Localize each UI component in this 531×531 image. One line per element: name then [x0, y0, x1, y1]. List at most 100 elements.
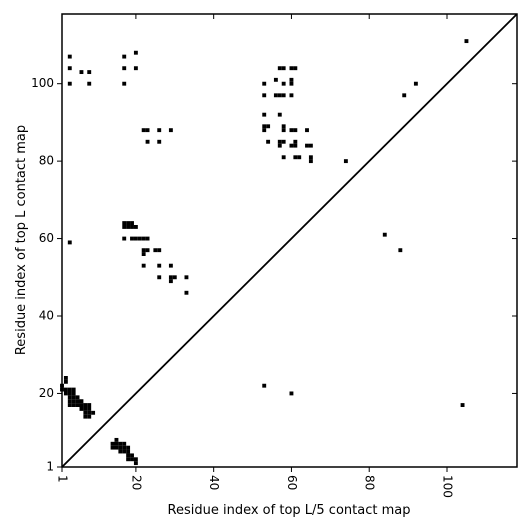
contact-point — [398, 248, 403, 253]
contact-point — [277, 93, 282, 98]
contact-point — [63, 376, 68, 380]
x-tick-label: 20 — [129, 475, 143, 490]
contact-point — [266, 124, 271, 129]
contact-point — [281, 66, 286, 71]
contact-point — [184, 275, 189, 280]
contact-point — [308, 155, 313, 160]
contact-point — [87, 414, 92, 419]
contact-point — [277, 143, 282, 148]
contact-point — [293, 128, 298, 133]
contact-point — [114, 445, 119, 450]
contact-point — [87, 403, 92, 407]
contact-point — [122, 221, 127, 226]
contact-point — [133, 457, 138, 462]
contact-point — [126, 457, 131, 462]
contact-point — [133, 236, 138, 241]
contact-point — [130, 457, 134, 462]
contact-point — [297, 155, 302, 160]
contact-point — [281, 139, 286, 144]
contact-point — [75, 399, 80, 404]
contact-point — [266, 139, 271, 144]
contact-point — [126, 225, 131, 229]
contact-point — [126, 449, 131, 454]
contact-point — [71, 399, 76, 404]
contact-point — [133, 225, 138, 229]
contact-point — [122, 225, 127, 229]
contact-point — [289, 143, 294, 148]
contact-point — [133, 50, 138, 55]
y-tick-label: 1 — [46, 460, 54, 474]
contact-point — [75, 403, 80, 407]
contact-point — [83, 406, 88, 411]
contact-point — [63, 391, 68, 396]
contact-point — [293, 66, 298, 71]
y-tick-label: 20 — [39, 386, 54, 400]
contact-point — [87, 81, 92, 86]
contact-point — [293, 155, 298, 160]
contact-point — [413, 81, 418, 86]
contact-point — [145, 236, 150, 241]
contact-point — [130, 453, 134, 458]
contact-point — [277, 66, 282, 71]
contact-point — [122, 445, 127, 450]
contact-point — [122, 81, 127, 86]
contact-point — [289, 66, 294, 71]
contact-point — [308, 159, 313, 164]
plot-frame — [61, 13, 518, 468]
y-tick-label: 80 — [39, 154, 54, 168]
y-axis-label: Residue index of top L contact map — [14, 125, 29, 355]
contact-point — [289, 93, 294, 98]
contact-point — [83, 403, 88, 407]
x-axis-ticks: 1 20 40 60 80 100 — [56, 14, 455, 498]
contact-point — [273, 93, 278, 98]
contact-point — [67, 391, 72, 396]
x-tick-label: 80 — [363, 475, 377, 490]
y-tick-label: 100 — [31, 76, 54, 90]
contact-point — [168, 263, 173, 268]
contact-point — [277, 139, 282, 144]
contact-point — [289, 81, 294, 86]
y-tick-label: 40 — [39, 309, 54, 323]
contact-point — [141, 236, 146, 241]
contact-point — [460, 403, 465, 407]
contact-point — [281, 155, 286, 160]
contact-point — [87, 410, 92, 415]
contact-point — [126, 445, 131, 450]
contact-point — [281, 93, 286, 98]
contact-point — [157, 248, 162, 253]
contact-point — [273, 77, 278, 82]
contact-point — [262, 112, 267, 117]
contact-point — [75, 395, 80, 400]
contact-point — [281, 81, 286, 86]
contact-point — [262, 383, 267, 388]
contact-point — [289, 77, 294, 82]
contact-point — [133, 66, 138, 71]
contact-point — [130, 225, 134, 229]
y-tick-label: 60 — [39, 231, 54, 245]
contact-point — [130, 236, 134, 241]
contact-point — [145, 139, 150, 144]
contact-point — [141, 252, 146, 256]
contact-point — [114, 437, 119, 442]
contact-point — [79, 70, 84, 75]
contact-point — [83, 414, 88, 419]
contact-point — [184, 290, 189, 295]
x-tick-label: 100 — [441, 475, 455, 498]
x-tick-label: 60 — [285, 475, 299, 490]
contact-point — [262, 124, 267, 129]
contact-point — [172, 275, 177, 280]
contact-point — [305, 143, 309, 148]
contact-point — [289, 128, 294, 133]
contact-point — [157, 128, 162, 133]
contact-point — [87, 406, 92, 411]
contact-point — [67, 66, 72, 71]
points-layer — [60, 39, 469, 466]
contact-point — [141, 263, 146, 268]
contact-point — [305, 128, 309, 133]
contact-point — [141, 248, 146, 253]
contact-point — [110, 441, 115, 446]
contact-point — [145, 248, 150, 253]
y-axis-ticks: 1 20 40 60 80 100 — [31, 76, 517, 474]
contact-point — [133, 461, 138, 466]
